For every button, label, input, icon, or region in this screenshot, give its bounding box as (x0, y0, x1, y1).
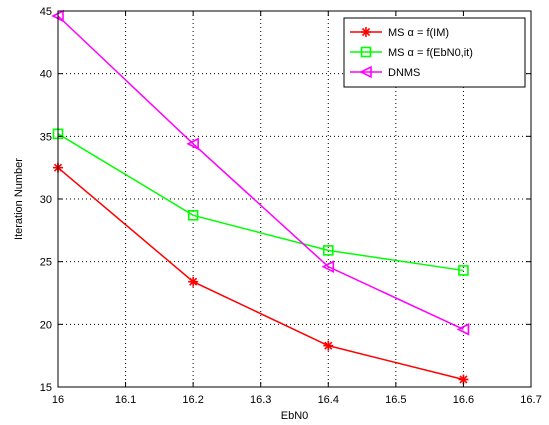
series-line (57, 167, 464, 381)
legend-label: MS α = f(EbN0,it) (388, 47, 473, 59)
triangle-marker (359, 65, 372, 79)
square-marker (187, 209, 199, 221)
x-tick-label: 16.5 (385, 394, 406, 406)
axis-ticks: 16 16.1 16.2 16.3 16.4 16.5 16.6 16.7 15 20 25 30 35… (40, 6, 542, 406)
square-marker (458, 265, 469, 276)
x-tick-label: 16.6 (453, 394, 474, 406)
star-marker (361, 27, 371, 37)
y-tick-label: 30 (40, 194, 52, 206)
grid (58, 11, 531, 387)
y-tick-label: 45 (40, 6, 52, 18)
triangle-marker (321, 260, 335, 273)
x-tick-label: 16.7 (520, 394, 541, 406)
x-tick-label: 16 (52, 394, 64, 406)
star-marker (458, 374, 469, 385)
y-tick-label: 15 (40, 382, 52, 394)
y-tick-label: 35 (40, 131, 52, 143)
y-tick-label: 20 (40, 319, 52, 331)
legend-label: DNMS (388, 67, 420, 79)
y-tick-label: 25 (40, 257, 52, 269)
series-line (57, 133, 464, 272)
square-marker (322, 245, 334, 256)
legend-label: MS α = f(IM) (388, 27, 449, 39)
triangle-marker (456, 323, 470, 336)
legend-item-2: DNMS (350, 65, 420, 79)
legend: MS α = f(IM) MS α = f(EbN0,it) DNMS (343, 17, 526, 88)
y-axis-label: Iteration Number (13, 158, 25, 240)
x-axis-label: EbN0 (281, 410, 309, 422)
triangle-marker (186, 137, 199, 151)
star-marker (188, 276, 199, 287)
x-tick-label: 16.1 (115, 394, 136, 406)
series-line (57, 15, 464, 331)
y-tick-label: 40 (40, 69, 52, 81)
x-tick-label: 16.3 (250, 394, 271, 406)
legend-item-1: MS α = f(EbN0,it) (350, 46, 473, 59)
star-marker (323, 340, 334, 351)
legend-item-0: MS α = f(IM) (350, 27, 449, 39)
x-tick-label: 16.4 (318, 394, 339, 406)
square-marker (360, 46, 372, 58)
x-tick-label: 16.2 (182, 394, 203, 406)
